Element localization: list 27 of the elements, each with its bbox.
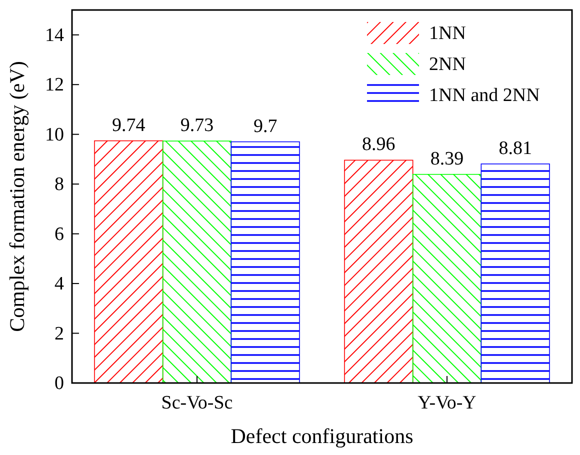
y-tick-label: 10 <box>45 124 64 146</box>
bar <box>412 174 482 384</box>
y-tick-label: 8 <box>54 174 64 196</box>
x-tick-label: Sc-Vo-Sc <box>161 392 233 414</box>
bar <box>230 141 300 384</box>
data-label: 9.7 <box>253 116 278 137</box>
bar <box>480 164 550 384</box>
bar <box>94 140 164 384</box>
y-axis-title: Complex formation energy (eV) <box>5 61 29 332</box>
data-label: 9.74 <box>112 114 146 136</box>
y-tick-label: 12 <box>45 74 64 96</box>
y-tick-label: 0 <box>54 373 64 394</box>
y-tick-label: 14 <box>45 24 64 46</box>
y-tick-label: 2 <box>54 323 64 344</box>
y-tick-label: 4 <box>54 274 64 295</box>
data-label: 8.39 <box>430 148 464 170</box>
legend-label: 2NN <box>429 54 466 75</box>
data-label: 9.73 <box>180 115 214 136</box>
x-axis-title: Defect configurations <box>230 424 414 448</box>
y-tick-label: 6 <box>54 224 64 245</box>
bar <box>162 140 232 384</box>
data-label: 8.96 <box>362 134 396 156</box>
bar <box>344 160 414 384</box>
x-tick-label: Y-Vo-Y <box>418 392 477 414</box>
legend-label: 1NN <box>429 23 466 44</box>
data-label: 8.81 <box>498 138 532 159</box>
legend-label: 1NN and 2NN <box>429 85 540 106</box>
